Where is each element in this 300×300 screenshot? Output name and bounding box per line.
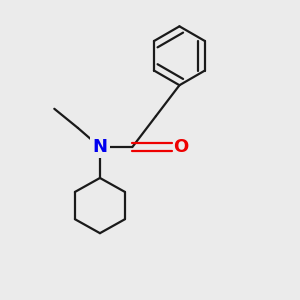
Text: N: N xyxy=(92,138,107,156)
Text: O: O xyxy=(173,138,188,156)
